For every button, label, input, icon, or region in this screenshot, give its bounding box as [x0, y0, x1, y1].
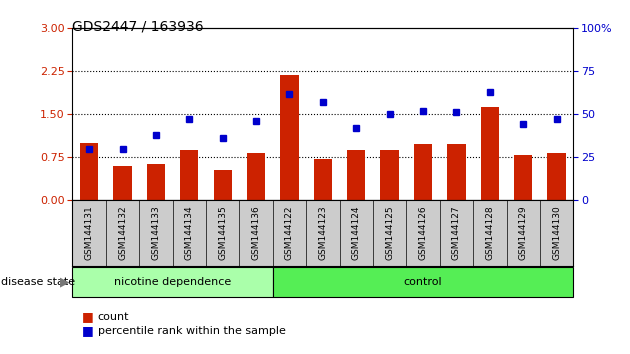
Bar — [247, 153, 265, 200]
Text: GSM144131: GSM144131 — [84, 205, 94, 260]
Text: GSM144130: GSM144130 — [552, 205, 561, 260]
Text: GSM144124: GSM144124 — [352, 205, 361, 260]
Text: GSM144125: GSM144125 — [385, 205, 394, 260]
Text: disease state: disease state — [1, 277, 75, 287]
Bar — [481, 107, 499, 200]
Text: ■: ■ — [82, 310, 94, 323]
Bar — [214, 170, 232, 200]
Bar — [180, 150, 198, 200]
Bar — [414, 144, 432, 200]
Text: nicotine dependence: nicotine dependence — [114, 277, 231, 287]
Bar — [80, 143, 98, 200]
Bar — [447, 144, 466, 200]
Text: GSM144135: GSM144135 — [218, 205, 227, 260]
Bar — [381, 150, 399, 200]
Text: GSM144123: GSM144123 — [318, 205, 328, 260]
Text: percentile rank within the sample: percentile rank within the sample — [98, 326, 285, 336]
Bar — [514, 155, 532, 200]
Text: GSM144136: GSM144136 — [251, 205, 261, 260]
Bar — [347, 150, 365, 200]
Bar — [113, 166, 132, 200]
Text: GSM144127: GSM144127 — [452, 205, 461, 260]
Text: ■: ■ — [82, 325, 94, 337]
Text: GSM144133: GSM144133 — [151, 205, 161, 260]
Text: count: count — [98, 312, 129, 322]
Text: GSM144132: GSM144132 — [118, 205, 127, 260]
Text: ▶: ▶ — [60, 276, 69, 289]
Text: GSM144129: GSM144129 — [518, 205, 528, 260]
Text: GSM144134: GSM144134 — [185, 205, 194, 260]
Bar — [314, 159, 332, 200]
Bar — [147, 164, 165, 200]
Bar — [273, 267, 573, 297]
Bar — [547, 153, 566, 200]
Text: GDS2447 / 163936: GDS2447 / 163936 — [72, 19, 204, 34]
Text: GSM144126: GSM144126 — [418, 205, 428, 260]
Text: GSM144122: GSM144122 — [285, 205, 294, 260]
Text: GSM144128: GSM144128 — [485, 205, 495, 260]
Bar — [280, 75, 299, 200]
Text: control: control — [404, 277, 442, 287]
Bar — [72, 267, 273, 297]
